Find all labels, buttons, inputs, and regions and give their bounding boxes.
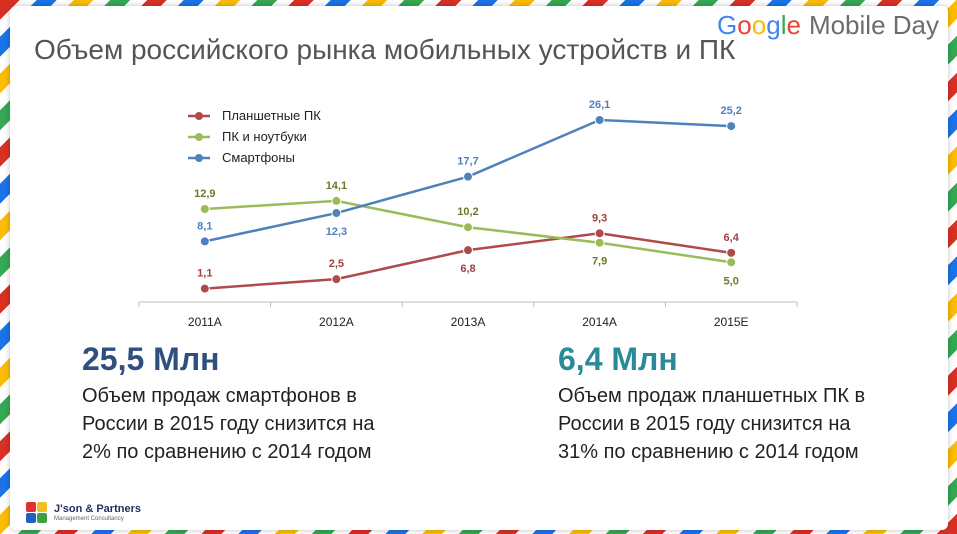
data-point: [199, 236, 210, 247]
legend-label: ПК и ноутбуки: [222, 129, 307, 144]
mobile-day-text: Mobile Day: [808, 10, 939, 40]
data-label: 25,2: [720, 105, 741, 117]
data-label: 8,1: [197, 220, 212, 232]
data-label: 12,3: [326, 226, 347, 238]
data-label: 1,1: [197, 268, 212, 280]
stat-smartphones-description: Объем продаж смартфонов в России в 2015 …: [82, 382, 442, 466]
stat-smartphones-line-1: Объем продаж смартфонов в: [82, 385, 357, 407]
legend-swatch-marker: [195, 154, 203, 162]
x-tick-label: 2012A: [319, 315, 354, 329]
x-tick-label: 2014A: [582, 315, 617, 329]
data-label: 7,9: [592, 256, 607, 268]
google-logo-text: Google: [717, 10, 801, 40]
x-tick-label: 2013A: [451, 315, 486, 329]
data-label: 26,1: [589, 99, 610, 111]
data-point: [331, 274, 342, 285]
data-label: 6,8: [460, 263, 475, 275]
legend-label: Смартфоны: [222, 150, 295, 165]
data-label: 2,5: [329, 258, 344, 270]
data-point: [331, 208, 342, 219]
jsonpartners-logo-icon: [26, 502, 48, 524]
data-label: 6,4: [724, 232, 740, 244]
legend-swatch-marker: [195, 112, 203, 120]
stat-smartphones-line-3: 2% по сравнению с 2014 годом: [82, 441, 372, 463]
jsonpartners-logo: J'son & Partners Management Consultancy: [26, 502, 141, 524]
data-label: 12,9: [194, 188, 215, 200]
data-point: [594, 237, 605, 248]
data-point: [463, 245, 473, 256]
x-tick-label: 2011A: [188, 315, 222, 329]
data-point: [726, 247, 737, 258]
logo-subtitle: Management Consultancy: [54, 515, 124, 522]
page-title: Объем российского рынка мобильных устрой…: [34, 34, 736, 65]
legend-swatch-marker: [195, 133, 203, 141]
stat-smartphones-value: 25,5 Млн: [82, 341, 220, 377]
slide-card: [10, 6, 948, 530]
data-point: [726, 121, 737, 132]
data-point: [199, 204, 210, 215]
data-point: [726, 257, 737, 268]
data-label: 5,0: [724, 275, 739, 287]
stat-smartphones-line-2: России в 2015 году снизится на: [82, 413, 375, 435]
data-point: [199, 283, 210, 294]
data-point: [594, 228, 605, 239]
stat-tablets-line-3: 31% по сравнению с 2014 годом: [558, 441, 859, 463]
data-label: 9,3: [592, 212, 607, 224]
stat-smartphones: 25,5 Млн Объем продаж смартфонов в Росси…: [82, 340, 442, 466]
logo-name: J'son & Partners: [54, 502, 141, 515]
data-point: [331, 195, 342, 206]
data-label: 17,7: [457, 156, 478, 168]
stat-tablets-line-1: Объем продаж планшетных ПК в: [558, 385, 866, 407]
data-label: 10,2: [457, 206, 478, 218]
data-point: [463, 171, 473, 182]
data-point: [594, 115, 605, 125]
data-point: [463, 222, 473, 233]
google-mobile-day-logo: Google Mobile Day: [717, 10, 939, 41]
stat-tablets-value: 6,4 Млн: [558, 341, 678, 377]
x-tick-label: 2015E: [714, 315, 749, 329]
data-label: 14,1: [326, 180, 347, 192]
series-line: [204, 232, 732, 290]
legend-label: Планшетные ПК: [222, 108, 321, 123]
stat-tablets: 6,4 Млн Объем продаж планшетных ПК в Рос…: [558, 340, 918, 466]
stat-tablets-description: Объем продаж планшетных ПК в России в 20…: [558, 382, 918, 466]
stat-tablets-line-2: России в 2015 году снизится на: [558, 413, 851, 435]
